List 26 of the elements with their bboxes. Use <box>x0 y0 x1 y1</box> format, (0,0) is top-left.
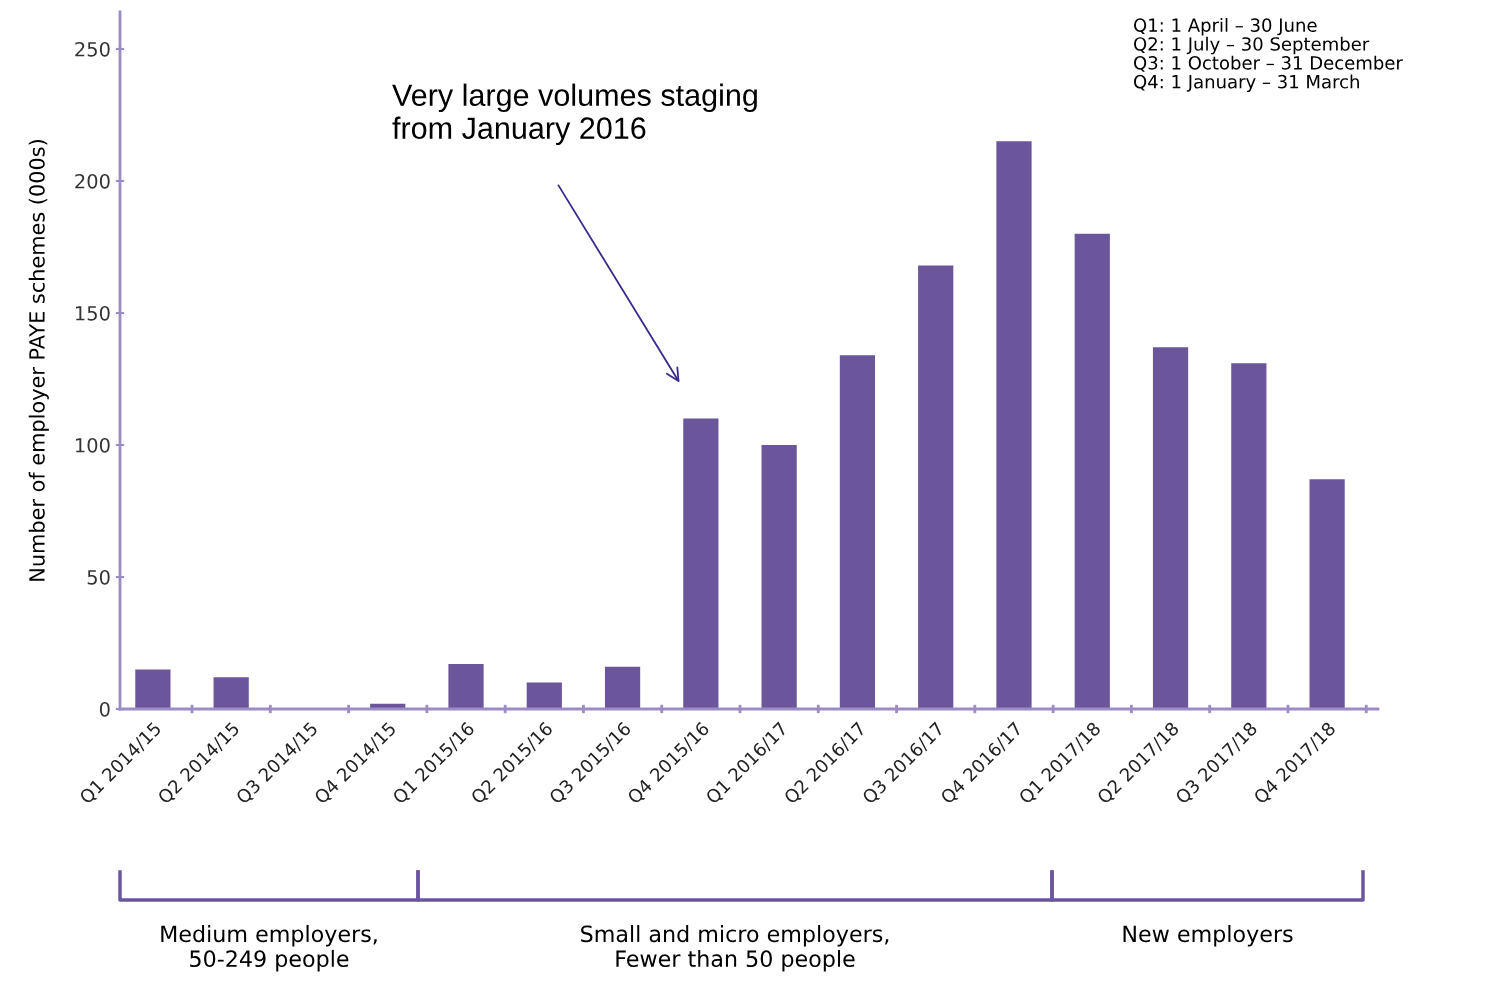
y-tick-label: 150 <box>75 305 110 321</box>
text: Small and micro employers, Fewer than 50 people <box>581 925 889 972</box>
y-axis-title: Number of employer PAYE schemes (000s) <box>28 140 49 581</box>
y-tick-label: 0 <box>99 701 110 717</box>
text: New employers <box>1123 925 1293 947</box>
annotation: Q1: 1 April – 30 June Q2: 1 July – 30 September Q3: 1 October – 31 December Q4: 1 January – 31 March <box>1134 17 1403 92</box>
bar <box>683 418 719 709</box>
bar <box>135 669 171 709</box>
text: Medium employers, 50-249 people <box>161 925 377 972</box>
y-tick-label: 100 <box>75 437 110 453</box>
y-tick-label: 200 <box>75 173 110 189</box>
bar <box>1152 347 1189 709</box>
bar <box>448 664 484 709</box>
bar <box>213 677 249 709</box>
bar <box>839 355 876 709</box>
bar <box>1231 363 1267 709</box>
y-tick-label: 250 <box>75 41 110 57</box>
bar <box>996 141 1032 709</box>
bar <box>526 682 562 709</box>
bar <box>1074 233 1110 709</box>
y-tick-label: 50 <box>87 569 110 585</box>
bar <box>604 666 641 709</box>
annotation: Very large volumes staging from January 2016 <box>392 83 757 145</box>
bar <box>761 444 797 709</box>
bar <box>1309 479 1345 709</box>
bar <box>918 265 954 709</box>
